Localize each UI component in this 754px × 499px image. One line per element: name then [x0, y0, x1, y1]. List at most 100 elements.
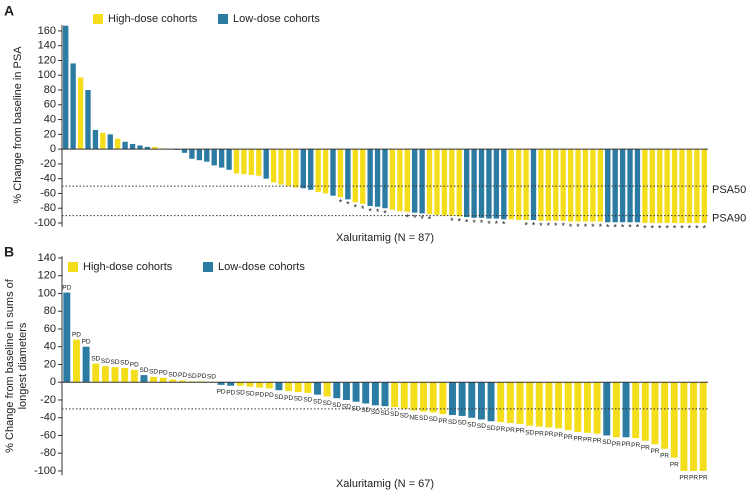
bar [516, 382, 524, 424]
bar [420, 382, 428, 412]
bar-label: SD [323, 400, 332, 407]
bar [657, 149, 663, 224]
bar [434, 149, 440, 215]
bar [545, 382, 553, 428]
y-tick-label: -100 [34, 465, 56, 477]
bar [152, 146, 158, 150]
bar [471, 149, 477, 218]
panel-label: B [4, 244, 14, 260]
bar [236, 382, 244, 386]
legend-swatch [68, 262, 78, 272]
bar [593, 382, 601, 434]
y-tick-label: 120 [38, 54, 56, 66]
bar [315, 149, 321, 192]
bar [111, 367, 119, 383]
bar [137, 145, 143, 150]
bar-label: SD [207, 373, 216, 380]
y-tick-label: 40 [44, 341, 56, 353]
y-axis-title: % Change from baseline in sums of [4, 278, 16, 453]
reference-label: PSA90 [712, 213, 746, 225]
bar [304, 382, 312, 393]
bar-label: PR [573, 436, 582, 443]
bar-label: * [621, 223, 625, 233]
bar [189, 149, 195, 159]
y-tick-label: 20 [44, 128, 56, 140]
bar-label: SD [188, 373, 197, 380]
x-axis-title: Xaluritamig (N = 67) [336, 478, 434, 490]
bar-label: * [539, 221, 543, 231]
bar [515, 149, 522, 221]
bar [218, 149, 225, 168]
bar [664, 149, 670, 224]
bar [560, 149, 566, 221]
bar [179, 380, 186, 383]
bar-label: PD [226, 389, 235, 396]
bar [426, 149, 433, 215]
bar-label: SD [111, 359, 120, 366]
bar-label: * [584, 222, 588, 232]
bar-label: * [413, 213, 417, 223]
bar-label: PR [544, 431, 553, 438]
bar-label: SD [487, 425, 496, 432]
bar-label: SD [429, 416, 438, 423]
bar [92, 363, 100, 383]
bar [449, 382, 456, 416]
bar-label: PD [72, 331, 81, 338]
bar [632, 382, 640, 439]
bar-label: PD [82, 338, 91, 345]
bar-label: * [688, 223, 692, 233]
bar [389, 149, 396, 210]
y-tick-label: -20 [40, 158, 56, 170]
bar-label: SD [380, 410, 389, 417]
bar-label: * [487, 219, 491, 229]
bar [523, 149, 529, 221]
bar [391, 382, 399, 408]
bar [322, 149, 329, 194]
bar-label: PR [699, 475, 708, 482]
bar [323, 382, 331, 397]
y-tick-label: -60 [40, 187, 56, 199]
bar [690, 382, 698, 471]
bar-label: SD [602, 439, 611, 446]
bar [256, 149, 262, 176]
bar [256, 382, 264, 388]
bar-label: PR [554, 432, 563, 439]
y-tick-label: 20 [44, 358, 56, 370]
bar [530, 149, 537, 221]
bar [345, 149, 351, 200]
y-tick-label: 140 [38, 252, 56, 264]
bar-label: SD [91, 355, 100, 362]
bar-label: PR [660, 452, 669, 459]
bar [506, 382, 514, 424]
bar [181, 149, 188, 153]
bar [545, 149, 552, 221]
y-tick-label: -60 [40, 429, 56, 441]
bar-label: * [346, 200, 350, 210]
bar-label: PD [178, 372, 187, 379]
bar [478, 149, 485, 218]
legend-swatch [93, 14, 103, 24]
bar-label: * [406, 212, 410, 222]
bar [538, 149, 544, 221]
bar-label: SD [101, 358, 110, 365]
bar-label: * [457, 217, 461, 227]
bar [612, 382, 620, 438]
bar-label: PR [679, 475, 688, 482]
bar [575, 149, 581, 222]
bar-label: * [628, 223, 632, 233]
bar-label: PD [265, 392, 274, 399]
y-tick-label: 40 [44, 113, 56, 125]
bar [670, 382, 678, 458]
bar [248, 149, 255, 175]
bar-label: PR [631, 442, 640, 449]
bar-label: * [695, 223, 699, 233]
bar [263, 149, 269, 179]
bar-label: * [547, 221, 551, 231]
bar [241, 149, 247, 175]
bar [468, 382, 476, 418]
bar [456, 149, 462, 217]
bar [477, 382, 485, 420]
bar-label: * [554, 221, 558, 231]
bar-label: SD [419, 415, 428, 422]
bar [680, 382, 688, 471]
